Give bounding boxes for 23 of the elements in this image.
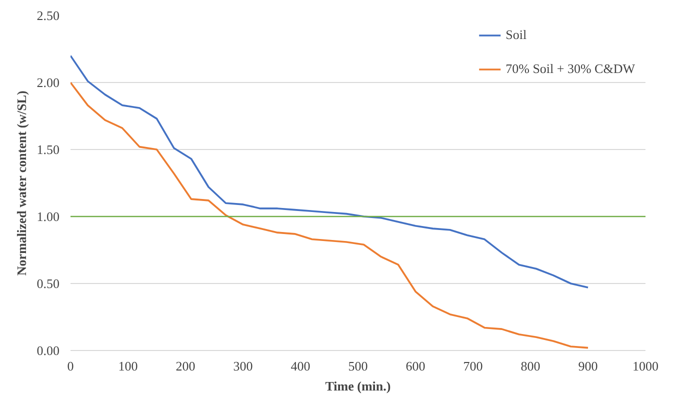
y-tick-label: 0.50 — [36, 276, 60, 291]
x-axis-title: Time (min.) — [325, 378, 391, 394]
x-tick-label: 200 — [176, 358, 196, 374]
x-tick-label: 1000 — [632, 358, 658, 374]
y-tick-label: 0.00 — [36, 343, 60, 358]
line-series — [70, 82, 589, 349]
x-tick-label: 100 — [118, 358, 138, 374]
x-tick-label: 400 — [290, 358, 310, 374]
x-tick-label: 600 — [406, 358, 426, 374]
y-tick-label: 1.00 — [36, 209, 60, 224]
x-tick-label: 0 — [67, 358, 74, 374]
y-axis-title: Normalized water content (w/SL) — [14, 90, 29, 276]
x-tick-label: 700 — [463, 358, 483, 374]
x-tick-label: 900 — [578, 358, 598, 374]
y-tick-label: 1.50 — [36, 142, 60, 157]
line-series — [70, 54, 589, 288]
y-tick-label: 2.00 — [36, 75, 60, 90]
x-tick-label: 800 — [520, 358, 540, 374]
x-tick-label: 300 — [233, 358, 253, 374]
legend-label: 70% Soil + 30% C&DW — [506, 61, 635, 77]
x-tick-label: 500 — [348, 358, 368, 374]
legend-label: Soil — [506, 27, 527, 43]
y-tick-label: 2.50 — [36, 8, 60, 23]
